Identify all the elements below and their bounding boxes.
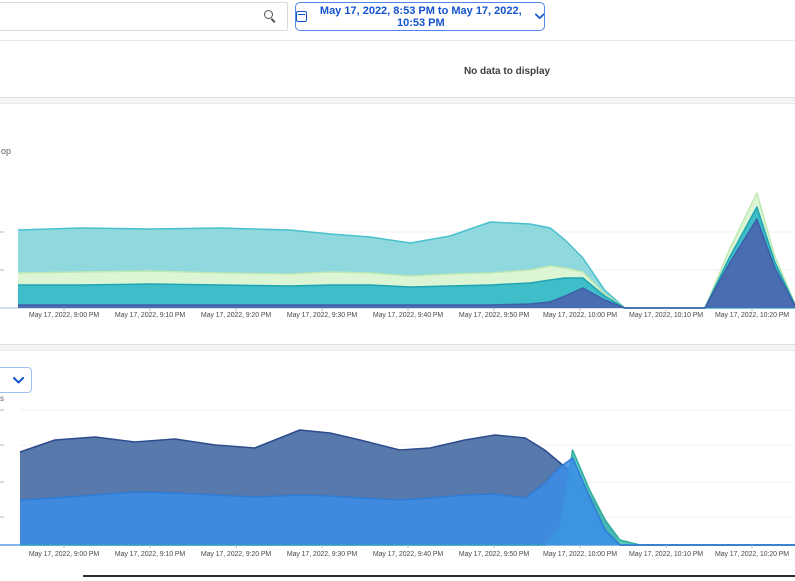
x-axis-label: May 17, 2022, 10:00 PM [542, 551, 618, 558]
x-axis-label: May 17, 2022, 10:20 PM [714, 551, 790, 558]
x-axis-label: May 17, 2022, 9:30 PM [286, 312, 358, 319]
calendar-icon [296, 11, 307, 22]
search-box [0, 2, 288, 31]
x-axis-label: May 17, 2022, 10:10 PM [628, 312, 704, 319]
x-axis-label: May 17, 2022, 9:00 PM [28, 551, 100, 558]
chart1-x-axis: May 17, 2022, 9:00 PM May 17, 2022, 9:10 … [0, 312, 795, 324]
chart2-x-axis: May 17, 2022, 9:00 PM May 17, 2022, 9:10 … [0, 551, 795, 563]
x-axis-label: May 17, 2022, 9:40 PM [372, 312, 444, 319]
x-axis-label: May 17, 2022, 9:50 PM [458, 312, 530, 319]
chevron-down-icon [534, 13, 544, 20]
search-input[interactable] [5, 5, 259, 29]
x-axis-label: May 17, 2022, 10:20 PM [714, 312, 790, 319]
x-axis-label: May 17, 2022, 9:50 PM [458, 551, 530, 558]
date-range-label: May 17, 2022, 8:53 PM to May 17, 2022, 1… [319, 4, 522, 29]
x-axis-label: May 17, 2022, 9:30 PM [286, 551, 358, 558]
x-axis-label: May 17, 2022, 9:40 PM [372, 551, 444, 558]
chevron-down-icon [13, 376, 24, 383]
section-divider-1 [0, 97, 795, 104]
x-axis-label: May 17, 2022, 9:10 PM [114, 551, 186, 558]
top-divider [0, 40, 795, 41]
x-axis-label: May 17, 2022, 9:20 PM [200, 312, 272, 319]
chart2-clipped-label: s [0, 394, 4, 403]
no-data-message: No data to display [463, 66, 551, 77]
x-axis-label: May 17, 2022, 10:00 PM [542, 312, 618, 319]
section-divider-2 [0, 344, 795, 351]
chart1-clipped-title: op [1, 146, 12, 156]
x-axis-label: May 17, 2022, 9:20 PM [200, 551, 272, 558]
x-axis-label: May 17, 2022, 10:10 PM [628, 551, 704, 558]
date-range-picker-button[interactable]: May 17, 2022, 8:53 PM to May 17, 2022, 1… [295, 2, 545, 31]
x-axis-label: May 17, 2022, 9:00 PM [28, 312, 100, 319]
bottom-table-rule [83, 575, 795, 577]
x-axis-label: May 17, 2022, 9:10 PM [114, 312, 186, 319]
search-icon[interactable] [264, 10, 278, 24]
metric-dropdown[interactable] [0, 367, 32, 393]
